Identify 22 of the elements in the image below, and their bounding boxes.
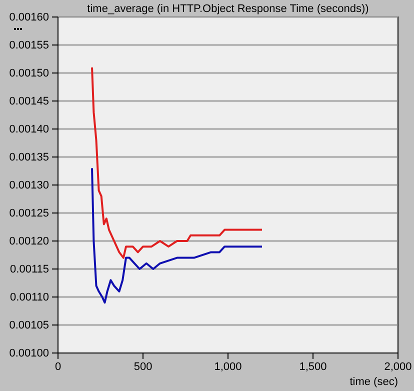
y-tick-label: 0.00130: [9, 180, 49, 192]
y-tick-label: 0.00115: [10, 264, 49, 276]
y-tick-label: 0.00150: [9, 68, 49, 80]
y-tick-label: 0.00110: [10, 292, 49, 304]
y-tick-label: 0.00140: [9, 124, 49, 136]
y-tick-label: 0.00135: [9, 152, 49, 164]
x-tick-label: 2,000: [384, 360, 412, 373]
x-tick-label: 0: [54, 360, 62, 373]
y-tick-label: 0.00155: [9, 40, 49, 52]
y-tick-label: 0.00125: [9, 208, 49, 220]
y-tick-label: 0.00120: [9, 236, 49, 248]
line-series: [91, 66, 263, 259]
chart-title: time_average (in HTTP.Object Response Time (seconds)): [87, 3, 369, 15]
y-tick-label: 0.00160: [9, 12, 49, 24]
line-series: [91, 167, 263, 304]
y-tick-label: 0.00105: [9, 320, 49, 332]
x-axis-title: time (sec): [350, 376, 398, 388]
x-tick-label: 1,500: [299, 360, 327, 373]
y-tick-label: 0.00145: [9, 96, 49, 108]
y-tick-label: 0.00100: [9, 348, 49, 360]
x-tick-label: 500: [134, 360, 152, 373]
x-tick-label: 1,000: [214, 360, 242, 373]
